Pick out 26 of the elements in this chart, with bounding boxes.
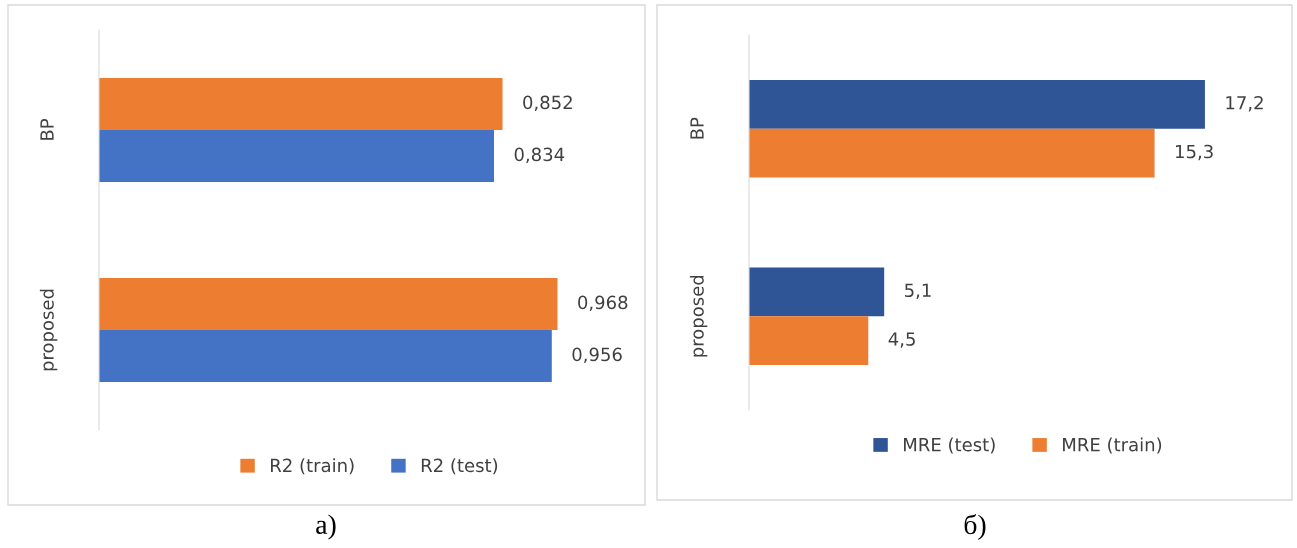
bar [749, 316, 869, 365]
data-label: 4,5 [888, 332, 915, 348]
bar [99, 130, 495, 182]
bar [99, 78, 503, 130]
y-tick-label: proposed [689, 275, 708, 357]
bar [749, 80, 1205, 129]
data-label: 0,956 [572, 347, 622, 364]
data-label: 0,968 [578, 295, 628, 312]
text: а) [316, 514, 336, 540]
text: б) [964, 514, 986, 540]
bar [749, 267, 885, 317]
bar [749, 128, 1155, 178]
y-tick-label: BP [690, 117, 704, 139]
bar [99, 330, 552, 382]
y-tick-label: BP [40, 118, 54, 140]
data-label: 17,2 [1226, 95, 1263, 112]
legend-label: R2 (test) [421, 458, 498, 475]
y-tick-label: proposed [39, 289, 58, 371]
data-label: 0,852 [523, 95, 572, 112]
legend-label: MRE (test) [904, 437, 995, 454]
data-label: 15,3 [1176, 144, 1213, 161]
legend-label: R2 (train) [271, 458, 354, 475]
legend-label: MRE (train) [1063, 437, 1162, 454]
data-label: 5,1 [905, 283, 931, 299]
bar [99, 278, 558, 330]
data-label: 0,834 [514, 147, 565, 164]
